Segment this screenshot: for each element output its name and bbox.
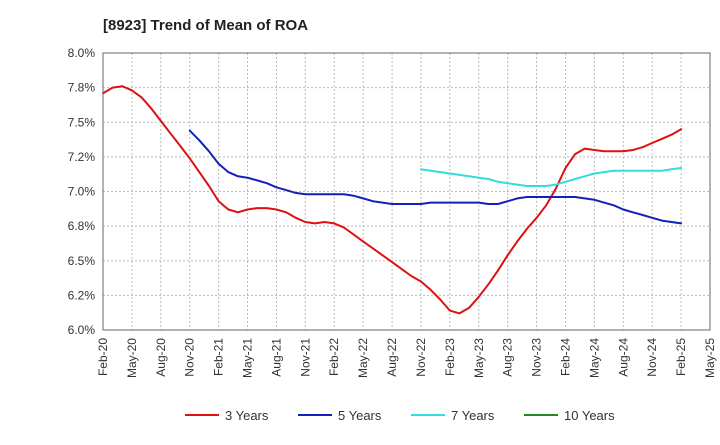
- series-lines: [102, 85, 683, 315]
- legend: 3 Years 5 Years 7 Years 10 Years: [185, 408, 615, 423]
- x-tick-label: Feb-25: [674, 338, 688, 376]
- x-tick-label: Feb-21: [212, 338, 226, 376]
- y-tick-label: 7.0%: [68, 185, 96, 199]
- x-tick-label: May-22: [356, 338, 370, 378]
- y-tick-label: 6.2%: [68, 288, 96, 302]
- y-tick-label: 6.0%: [68, 323, 96, 337]
- x-axis-ticks: Feb-20 May-20 Aug-20 Nov-20 Feb-21 May-21 Aug-…: [96, 338, 717, 378]
- y-axis-ticks: 6.0% 6.2% 6.5% 6.8% 7.0% 7.2% 7.5% 7.8% 8.0%: [68, 46, 96, 337]
- x-tick-label: Nov-23: [530, 338, 544, 377]
- series-line-5-years: [188, 129, 683, 225]
- x-tick-label: Feb-22: [327, 338, 341, 376]
- y-tick-label: 8.0%: [68, 46, 96, 60]
- y-tick-label: 6.8%: [68, 219, 96, 233]
- x-tick-label: Nov-22: [414, 338, 428, 377]
- x-tick-label: Aug-24: [616, 338, 630, 377]
- plot-area-frame: [102, 52, 711, 331]
- legend-label: 10 Years: [564, 408, 615, 423]
- legend-item-5-years: 5 Years: [298, 408, 382, 423]
- x-tick-label: Feb-20: [96, 338, 110, 376]
- y-tick-label: 7.2%: [68, 150, 96, 164]
- series-line-7-years: [420, 167, 683, 187]
- x-tick-label: May-21: [241, 338, 255, 378]
- x-tick-label: Nov-20: [183, 338, 197, 377]
- x-tick-label: May-25: [703, 338, 717, 378]
- legend-label: 7 Years: [451, 408, 495, 423]
- legend-item-10-years: 10 Years: [524, 408, 615, 423]
- chart-title: [8923] Trend of Mean of ROA: [103, 17, 308, 34]
- legend-label: 3 Years: [225, 408, 269, 423]
- x-tick-label: Feb-23: [443, 338, 457, 376]
- series-line-3-years: [102, 85, 683, 315]
- legend-label: 5 Years: [338, 408, 382, 423]
- x-tick-label: Aug-22: [385, 338, 399, 377]
- x-tick-label: Aug-20: [154, 338, 168, 377]
- x-tick-label: May-20: [125, 338, 139, 378]
- legend-item-3-years: 3 Years: [185, 408, 269, 423]
- y-tick-label: 6.5%: [68, 254, 96, 268]
- legend-item-7-years: 7 Years: [411, 408, 495, 423]
- x-tick-label: Aug-23: [501, 338, 515, 377]
- y-tick-label: 7.8%: [68, 81, 96, 95]
- x-tick-label: May-23: [472, 338, 486, 378]
- x-tick-label: May-24: [587, 338, 601, 378]
- x-tick-label: Aug-21: [269, 338, 283, 377]
- grid-lines: [102, 52, 711, 331]
- y-tick-label: 7.5%: [68, 115, 96, 129]
- x-tick-label: Nov-21: [298, 338, 312, 377]
- x-tick-label: Nov-24: [645, 338, 659, 377]
- x-tick-label: Feb-24: [558, 338, 572, 376]
